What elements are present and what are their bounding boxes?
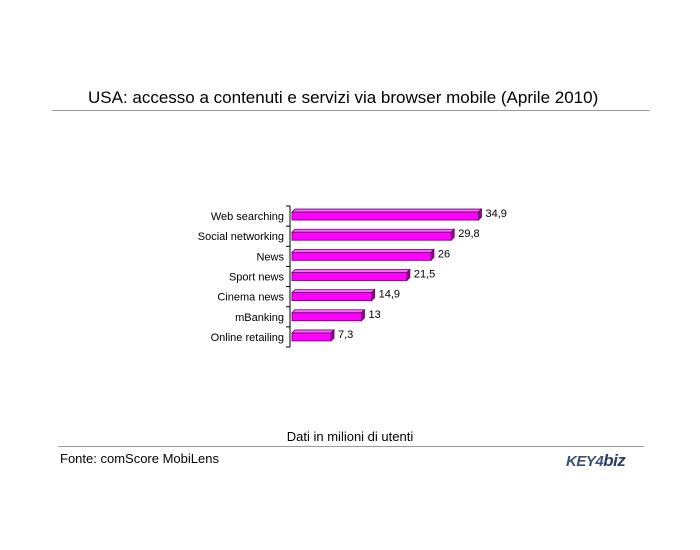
- source-note: Fonte: comScore MobiLens: [60, 451, 219, 466]
- key4biz-logo: KEY4biz: [566, 451, 626, 471]
- bar-top-face: [291, 269, 411, 273]
- bar-top-face: [291, 289, 376, 294]
- bar-top-face: [291, 208, 483, 213]
- bar: [291, 332, 332, 342]
- value-label: 29,8: [458, 228, 479, 240]
- footer-divider: [58, 446, 644, 447]
- category-label: Online retailing: [211, 332, 284, 344]
- category-label: Sport news: [229, 272, 285, 284]
- bar-top-face: [291, 329, 335, 334]
- value-label: 26: [438, 248, 450, 260]
- category-label: Cinema news: [217, 292, 284, 304]
- bar: [291, 312, 362, 322]
- value-label: 34,9: [485, 208, 506, 220]
- value-label: 7,3: [338, 329, 353, 341]
- bar-top-face: [291, 228, 456, 233]
- category-label: Social networking: [198, 231, 284, 243]
- bar: [291, 272, 408, 281]
- value-label: 13: [368, 309, 380, 321]
- bar: [291, 211, 479, 221]
- bar: [291, 231, 452, 241]
- bar-top-face: [291, 248, 435, 253]
- logo-text-part2: biz: [603, 451, 626, 470]
- bar-top-face: [291, 309, 366, 314]
- chart-title: USA: accesso a contenuti e servizi via b…: [88, 88, 599, 107]
- value-label: 14,9: [379, 289, 400, 301]
- logo-text-part1: KEY4: [566, 453, 604, 470]
- category-label: Web searching: [211, 211, 284, 223]
- category-label: News: [256, 251, 284, 263]
- chart-footnote: Dati in milioni di utenti: [286, 429, 414, 444]
- category-label: mBanking: [235, 312, 284, 324]
- bar: [291, 292, 373, 302]
- bar: [291, 251, 432, 261]
- value-label: 21,5: [414, 269, 435, 281]
- title-divider: [52, 110, 650, 111]
